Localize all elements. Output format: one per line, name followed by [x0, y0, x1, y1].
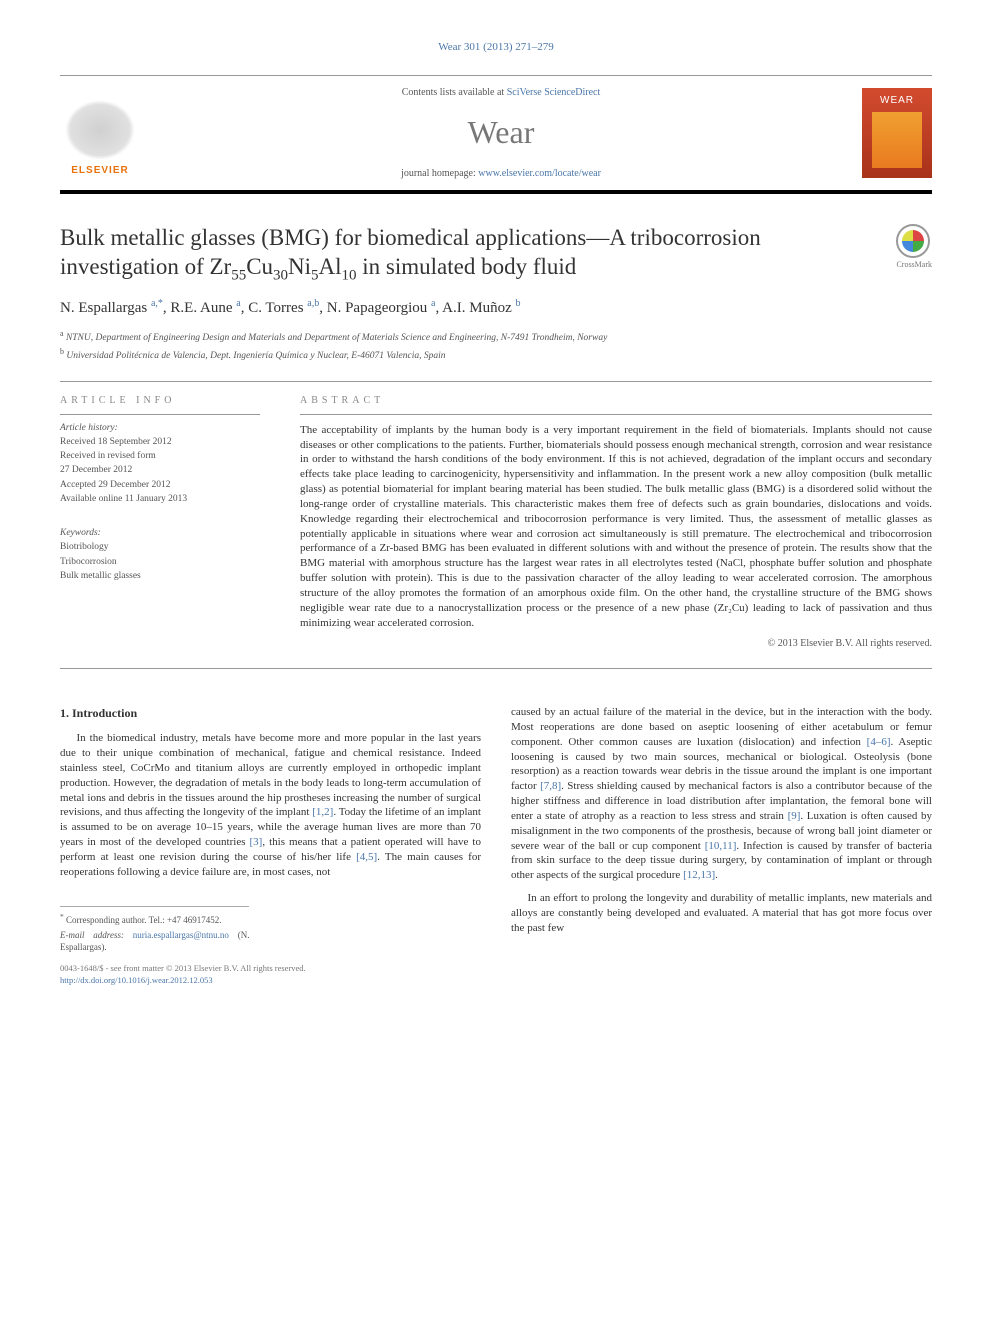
citation-link[interactable]: Wear 301 (2013) 271–279: [438, 41, 554, 53]
column-left: 1. Introduction In the biomedical indust…: [60, 705, 481, 986]
citation-line: Wear 301 (2013) 271–279: [60, 40, 932, 55]
corr-email-line: E-mail address: nuria.espallargas@ntnu.n…: [60, 929, 249, 953]
crossmark-widget[interactable]: CrossMark: [896, 224, 932, 271]
aff-text: NTNU, Department of Engineering Design a…: [66, 334, 607, 344]
history-line: Received 18 September 2012: [60, 435, 260, 449]
sciencedirect-link[interactable]: SciVerse ScienceDirect: [507, 87, 601, 98]
divider: [60, 381, 932, 382]
masthead-center: Contents lists available at SciVerse Sci…: [160, 86, 842, 180]
aff-sup: b: [60, 347, 64, 356]
footer-meta: 0043-1648/$ - see front matter © 2013 El…: [60, 963, 481, 986]
abstract-column: abstract The acceptability of implants b…: [300, 394, 932, 650]
keywords-label: Keywords:: [60, 526, 260, 540]
affiliation-row: a NTNU, Department of Engineering Design…: [60, 328, 932, 345]
history-line: Accepted 29 December 2012: [60, 478, 260, 492]
crossmark-icon: [896, 224, 930, 258]
homepage-line: journal homepage: www.elsevier.com/locat…: [160, 167, 842, 181]
body-paragraph: In an effort to prolong the longevity an…: [511, 891, 932, 936]
keyword: Biotribology: [60, 540, 260, 554]
section-heading: 1. Introduction: [60, 705, 481, 721]
footnotes: * Corresponding author. Tel.: +47 469174…: [60, 906, 249, 953]
journal-cover-icon: [862, 88, 932, 178]
masthead: ELSEVIER Contents lists available at Sci…: [60, 75, 932, 194]
email-label: E-mail address:: [60, 930, 124, 940]
contents-prefix: Contents lists available at: [402, 87, 507, 98]
body-paragraph: caused by an actual failure of the mater…: [511, 705, 932, 883]
elsevier-label: ELSEVIER: [71, 164, 128, 178]
contents-line: Contents lists available at SciVerse Sci…: [160, 86, 842, 100]
affiliations: a NTNU, Department of Engineering Design…: [60, 328, 932, 363]
history-line: Received in revised form: [60, 449, 260, 463]
history-line: Available online 11 January 2013: [60, 492, 260, 506]
crossmark-label: CrossMark: [896, 260, 932, 271]
article-title: Bulk metallic glasses (BMG) for biomedic…: [60, 224, 876, 285]
body-paragraph: In the biomedical industry, metals have …: [60, 731, 481, 879]
homepage-link[interactable]: www.elsevier.com/locate/wear: [478, 168, 601, 179]
aff-sup: a: [60, 329, 64, 338]
affiliation-row: b Universidad Politécnica de Valencia, D…: [60, 346, 932, 363]
article-info-label: article info: [60, 394, 260, 408]
keyword: Tribocorrosion: [60, 555, 260, 569]
aff-text: Universidad Politécnica de Valencia, Dep…: [66, 351, 445, 361]
authors-line: N. Espallargas a,*, R.E. Aune a, C. Torr…: [60, 297, 932, 318]
info-abstract-row: article info Article history: Received 1…: [60, 394, 932, 650]
corr-author-line: * Corresponding author. Tel.: +47 469174…: [60, 912, 249, 926]
history-block: Article history: Received 18 September 2…: [60, 414, 260, 507]
keyword: Bulk metallic glasses: [60, 569, 260, 583]
issn-line: 0043-1648/$ - see front matter © 2013 El…: [60, 963, 481, 974]
article-info-column: article info Article history: Received 1…: [60, 394, 260, 650]
history-label: Article history:: [60, 421, 260, 435]
copyright-line: © 2013 Elsevier B.V. All rights reserved…: [300, 637, 932, 651]
body-columns: 1. Introduction In the biomedical indust…: [60, 705, 932, 986]
journal-cover-link[interactable]: [862, 88, 932, 178]
history-line: 27 December 2012: [60, 463, 260, 477]
column-right: caused by an actual failure of the mater…: [511, 705, 932, 986]
title-block: Bulk metallic glasses (BMG) for biomedic…: [60, 224, 932, 285]
journal-name: Wear: [160, 111, 842, 154]
elsevier-tree-icon: [65, 100, 135, 160]
abstract-text: The acceptability of implants by the hum…: [300, 414, 932, 631]
abstract-label: abstract: [300, 394, 932, 408]
page-container: Wear 301 (2013) 271–279 ELSEVIER Content…: [0, 0, 992, 1026]
doi-link[interactable]: http://dx.doi.org/10.1016/j.wear.2012.12…: [60, 975, 213, 985]
divider: [60, 668, 932, 669]
homepage-prefix: journal homepage:: [401, 168, 478, 179]
keywords-block: Keywords: Biotribology Tribocorrosion Bu…: [60, 520, 260, 583]
elsevier-logo[interactable]: ELSEVIER: [60, 88, 140, 178]
corr-email-link[interactable]: nuria.espallargas@ntnu.no: [133, 930, 229, 940]
